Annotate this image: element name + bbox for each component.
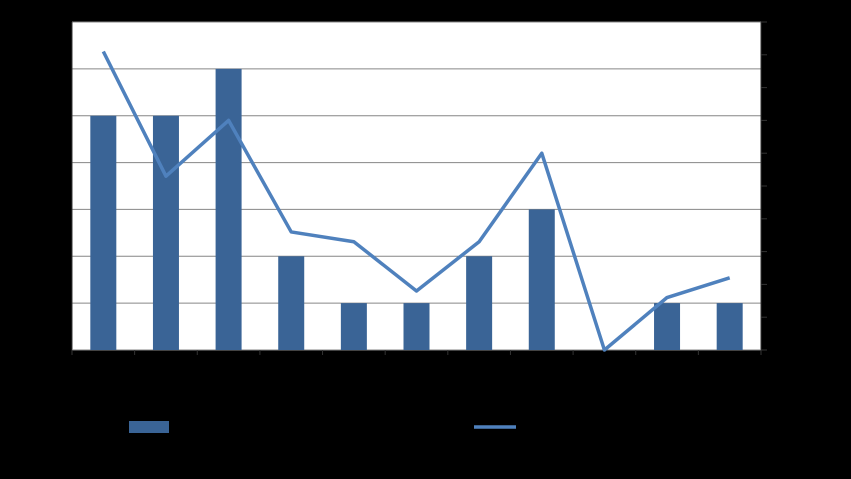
y2-tick-label: 5	[771, 178, 778, 192]
y2-tick-label: 10	[771, 14, 785, 28]
legend-swatch-bar	[129, 421, 169, 433]
plot-area	[72, 22, 761, 350]
y-tick-label: 0	[57, 342, 64, 356]
bar	[340, 303, 367, 350]
y2-tick-label: 3	[771, 244, 778, 258]
bar	[152, 115, 179, 350]
y-tick-label: 5	[57, 108, 64, 122]
y-tick-label: 6	[57, 61, 64, 75]
y-tick-label: 4	[57, 155, 64, 169]
bar	[716, 303, 743, 350]
y-tick-label: 1	[57, 295, 64, 309]
y2-tick-label: 2	[771, 277, 778, 291]
bar	[466, 256, 493, 350]
y-tick-label: 7	[57, 14, 64, 28]
line-series	[101, 50, 731, 352]
y2-tick-label: 6	[771, 145, 778, 159]
y2-tick-label: 9	[771, 47, 778, 61]
y2-tick-label: 8	[771, 80, 778, 94]
y2-tick-label: 1	[771, 309, 778, 323]
bar	[403, 303, 430, 350]
y-tick-label: 2	[57, 248, 64, 262]
y2-tick-label: 7	[771, 113, 778, 127]
y-tick-label: 3	[57, 202, 64, 216]
bar	[90, 115, 117, 350]
bar	[654, 303, 681, 350]
bar	[528, 209, 555, 350]
y2-tick-label: 4	[771, 211, 778, 225]
bar	[278, 256, 305, 350]
y2-tick-label: 0	[771, 342, 778, 356]
bar	[215, 68, 242, 350]
